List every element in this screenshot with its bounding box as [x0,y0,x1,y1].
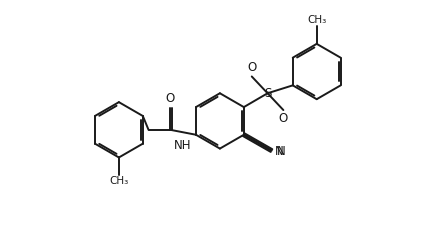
Text: CH₃: CH₃ [109,176,129,186]
Text: O: O [279,112,288,125]
Text: S: S [264,87,271,100]
Text: O: O [166,92,175,105]
Text: CH₃: CH₃ [307,15,326,25]
Text: N: N [275,145,283,158]
Text: O: O [247,62,256,74]
Text: NH: NH [174,139,192,152]
Text: N: N [277,145,285,158]
